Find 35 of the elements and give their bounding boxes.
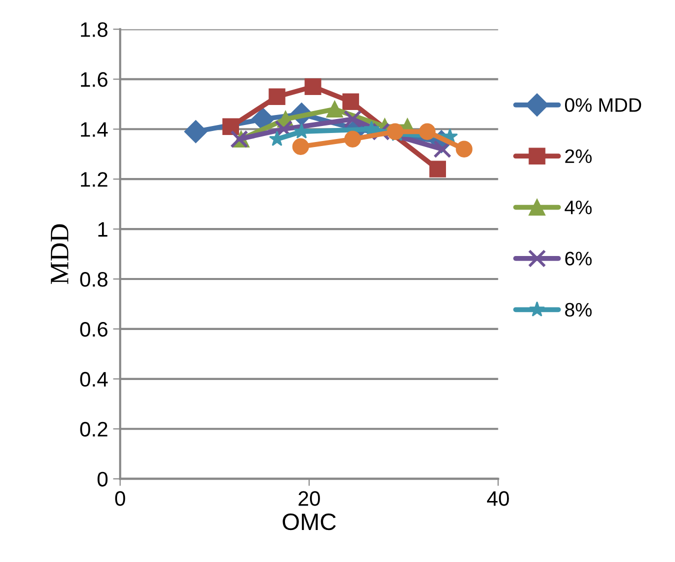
x-tick-label: 40: [487, 491, 509, 506]
y-tick-label: 0.2: [80, 422, 108, 437]
point: [292, 138, 309, 155]
point: [222, 118, 240, 135]
legend-label: 0% MDD: [565, 98, 642, 112]
y-tick-label: 1.8: [80, 22, 108, 37]
y-tick-label: 1.4: [80, 122, 108, 137]
y-axis-title: MDD: [50, 224, 68, 284]
point: [274, 120, 293, 138]
point: [184, 120, 208, 144]
legend-label: 6%: [565, 252, 592, 266]
point: [268, 88, 286, 105]
point: [342, 93, 360, 110]
point: [429, 160, 446, 178]
x-tick-label: 0: [115, 491, 126, 506]
point: [386, 123, 404, 140]
legend-label: 4%: [564, 200, 592, 214]
point: [418, 123, 436, 140]
point: [326, 100, 343, 118]
point: [344, 110, 362, 128]
y-tick-label: 0.8: [80, 272, 108, 287]
y-tick-label: 0.6: [80, 322, 108, 337]
y-tick-label: 0.4: [80, 372, 108, 387]
x-tick-label: 20: [298, 491, 320, 506]
legend-label: 2%: [565, 149, 592, 164]
y-tick-label: 1.2: [80, 172, 108, 187]
y-tick-label: 0: [98, 472, 108, 487]
point: [304, 78, 322, 96]
legend-label: 8%: [565, 302, 592, 317]
point: [344, 130, 361, 148]
point: [456, 140, 472, 158]
point: [294, 123, 310, 139]
y-tick-label: 1: [98, 222, 108, 237]
x-axis-title: OMC: [282, 513, 336, 530]
y-tick-label: 1.6: [80, 72, 108, 87]
